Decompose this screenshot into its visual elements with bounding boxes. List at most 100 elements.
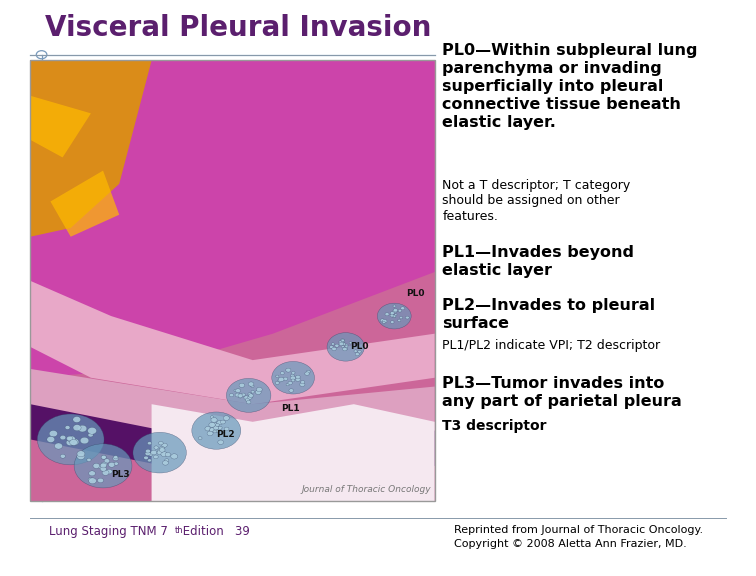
Circle shape — [73, 425, 81, 431]
Circle shape — [93, 463, 100, 468]
Circle shape — [246, 398, 250, 401]
Circle shape — [218, 440, 224, 445]
Text: PL2—Invades to pleural
surface: PL2—Invades to pleural surface — [442, 298, 655, 331]
Circle shape — [405, 316, 409, 319]
Circle shape — [198, 437, 202, 439]
Circle shape — [66, 439, 74, 446]
Circle shape — [226, 378, 271, 412]
Circle shape — [301, 381, 305, 384]
Circle shape — [77, 453, 85, 460]
Circle shape — [163, 461, 169, 465]
Polygon shape — [30, 404, 435, 483]
Circle shape — [229, 393, 234, 397]
Circle shape — [342, 340, 345, 343]
Circle shape — [392, 315, 396, 317]
Circle shape — [355, 353, 359, 356]
Circle shape — [98, 478, 104, 483]
Circle shape — [345, 348, 348, 350]
Circle shape — [100, 467, 107, 471]
Circle shape — [349, 342, 352, 344]
Circle shape — [159, 441, 163, 445]
Circle shape — [101, 464, 106, 468]
Text: PL1: PL1 — [281, 404, 299, 413]
Circle shape — [393, 310, 397, 313]
Circle shape — [161, 452, 167, 457]
Circle shape — [213, 430, 217, 433]
Circle shape — [358, 350, 361, 353]
Circle shape — [192, 412, 240, 449]
Polygon shape — [30, 281, 435, 404]
Circle shape — [377, 303, 411, 329]
Circle shape — [145, 452, 150, 456]
Circle shape — [286, 384, 290, 386]
Circle shape — [65, 426, 70, 430]
Circle shape — [280, 372, 284, 374]
Bar — [30, 60, 435, 501]
Circle shape — [383, 320, 387, 323]
Circle shape — [114, 462, 118, 465]
Circle shape — [393, 305, 396, 307]
Circle shape — [398, 319, 401, 321]
Circle shape — [162, 443, 167, 448]
Polygon shape — [51, 170, 119, 237]
Circle shape — [88, 478, 93, 482]
Circle shape — [290, 374, 294, 377]
Circle shape — [390, 314, 394, 317]
Circle shape — [88, 427, 97, 434]
Circle shape — [239, 383, 245, 388]
Circle shape — [288, 381, 293, 385]
Circle shape — [153, 455, 158, 458]
Text: Not a T descriptor; T category
should be assigned on other
features.: Not a T descriptor; T category should be… — [442, 179, 631, 222]
Circle shape — [286, 368, 291, 372]
Circle shape — [345, 346, 348, 348]
Circle shape — [234, 389, 237, 392]
Circle shape — [224, 427, 229, 431]
Circle shape — [290, 376, 296, 380]
Circle shape — [101, 456, 106, 459]
Circle shape — [330, 346, 333, 348]
Circle shape — [211, 418, 217, 422]
Circle shape — [249, 394, 253, 397]
Text: PL3: PL3 — [111, 470, 130, 479]
Circle shape — [238, 394, 243, 397]
Text: PL1—Invades beyond
elastic layer: PL1—Invades beyond elastic layer — [442, 245, 634, 278]
Circle shape — [106, 469, 112, 474]
Text: PL0: PL0 — [407, 289, 425, 298]
Circle shape — [157, 449, 163, 453]
Circle shape — [341, 339, 345, 342]
Circle shape — [171, 454, 178, 459]
Circle shape — [77, 451, 85, 457]
Circle shape — [390, 312, 395, 314]
Circle shape — [100, 463, 107, 468]
Circle shape — [393, 309, 395, 312]
Circle shape — [291, 379, 295, 382]
Circle shape — [147, 442, 152, 445]
Polygon shape — [30, 369, 435, 448]
Circle shape — [393, 309, 398, 312]
Text: Reprinted from Journal of Thoracic Oncology.
Copyright © 2008 Aletta Ann Frazier: Reprinted from Journal of Thoracic Oncol… — [454, 525, 703, 548]
Circle shape — [157, 450, 163, 454]
Circle shape — [296, 375, 300, 378]
Circle shape — [277, 379, 282, 382]
Circle shape — [342, 346, 344, 348]
Circle shape — [210, 428, 215, 432]
Circle shape — [47, 437, 54, 442]
Circle shape — [99, 465, 104, 469]
Circle shape — [251, 391, 254, 393]
Text: PL0: PL0 — [350, 342, 368, 351]
Circle shape — [331, 343, 334, 345]
Circle shape — [101, 462, 107, 467]
Circle shape — [256, 387, 262, 392]
Circle shape — [345, 344, 348, 346]
Circle shape — [385, 313, 389, 316]
Polygon shape — [151, 404, 435, 501]
Circle shape — [400, 316, 403, 319]
Circle shape — [327, 333, 364, 361]
Circle shape — [398, 309, 401, 312]
Text: PL3—Tumor invades into
any part of parietal pleura: PL3—Tumor invades into any part of parie… — [442, 376, 682, 408]
Text: PL0—Within subpleural lung
parenchyma or invading
superficially into pleural
con: PL0—Within subpleural lung parenchyma or… — [442, 43, 698, 130]
Circle shape — [305, 372, 309, 376]
Circle shape — [339, 340, 343, 344]
Circle shape — [289, 389, 293, 392]
Circle shape — [223, 416, 229, 420]
